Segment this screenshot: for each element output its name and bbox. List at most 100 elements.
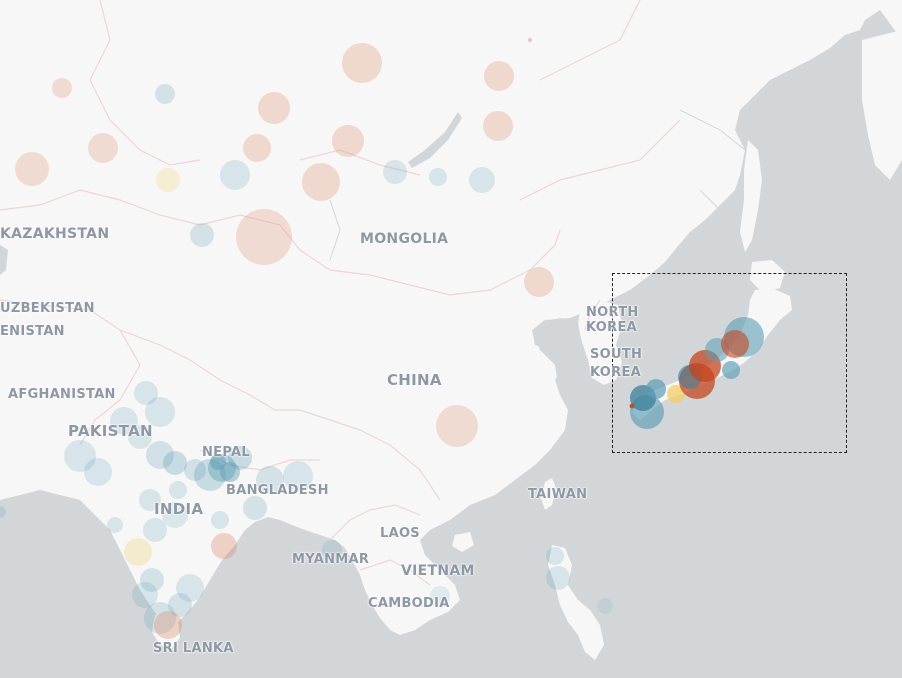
marker: [220, 462, 240, 482]
sakhalin-island: [740, 140, 762, 252]
marker: [64, 440, 96, 472]
marker: [163, 451, 187, 475]
country-label-nepal: NEPAL: [202, 445, 250, 460]
country-label-north-korea-line1: NORTH: [586, 305, 639, 320]
marker: [154, 611, 182, 639]
country-label-cambodia: CAMBODIA: [368, 596, 450, 611]
marker: [236, 209, 292, 265]
marker: [228, 446, 252, 470]
marker: [667, 385, 685, 403]
marker: [342, 43, 382, 83]
rivers: [329, 109, 746, 261]
korean-peninsula: [578, 300, 622, 385]
country-label-afghanistan: AFGHANISTAN: [8, 387, 116, 402]
markers-faded-north: [15, 38, 554, 447]
marker: [168, 593, 192, 617]
marker: [629, 403, 635, 409]
marker: [156, 168, 180, 192]
country-label-south-korea-line1: SOUTH: [590, 347, 643, 362]
country-label-vietnam: VIETNAM: [401, 563, 475, 579]
marker: [110, 407, 138, 435]
marker: [15, 152, 49, 186]
marker: [145, 397, 175, 427]
marker: [332, 125, 364, 157]
marker: [430, 586, 450, 606]
country-label-myanmar: MYANMAR: [292, 552, 370, 567]
country-label-bangladesh: BANGLADESH: [226, 483, 329, 498]
country-borders: [0, 0, 681, 586]
country-label-sri-lanka: SRI LANKA: [153, 641, 234, 656]
marker: [190, 223, 214, 247]
country-label-south-korea-line2: KOREA: [590, 365, 641, 380]
marker: [124, 538, 152, 566]
marker: [0, 506, 6, 518]
marker: [211, 511, 229, 529]
marker: [429, 168, 447, 186]
marker: [132, 582, 158, 608]
marker: [302, 163, 340, 201]
marker: [524, 267, 554, 297]
marker: [144, 602, 176, 634]
marker: [469, 167, 495, 193]
marker: [528, 38, 532, 42]
marker: [484, 61, 514, 91]
marker: [155, 84, 175, 104]
marker: [243, 134, 271, 162]
marker: [169, 481, 187, 499]
marker: [210, 454, 226, 470]
yellow-sea: [535, 318, 586, 395]
marker: [176, 574, 204, 602]
country-label-kazakhstan: KAZAKHSTAN: [0, 226, 110, 242]
marker: [383, 160, 407, 184]
marker: [258, 92, 290, 124]
marker: [243, 496, 267, 520]
country-label-china: CHINA: [387, 371, 442, 389]
marker: [322, 540, 342, 560]
marker: [146, 441, 174, 469]
marker: [597, 598, 613, 614]
marker: [134, 381, 158, 405]
marker: [646, 379, 666, 399]
marker: [546, 566, 570, 590]
country-label-mongolia: MONGOLIA: [360, 231, 449, 247]
selection-rectangle[interactable]: [612, 273, 847, 453]
sri-lanka-island: [152, 612, 180, 648]
asia-landmass: [0, 0, 902, 635]
marker: [436, 405, 478, 447]
markers-faded-south-asia: [0, 381, 613, 639]
marker: [220, 160, 250, 190]
marker: [128, 425, 152, 449]
caspian-sea: [0, 245, 8, 275]
marker: [88, 133, 118, 163]
marker: [211, 533, 237, 559]
marker: [546, 547, 564, 565]
marker: [140, 568, 164, 592]
marker: [483, 111, 513, 141]
country-label-pakistan: PAKISTAN: [68, 422, 153, 440]
marker: [256, 466, 284, 494]
hainan-island: [452, 532, 474, 552]
country-label-uzbekistan: UZBEKISTAN: [0, 301, 95, 316]
philippines-islands: [548, 545, 604, 660]
marker: [84, 458, 112, 486]
marker: [162, 502, 188, 528]
marker: [52, 78, 72, 98]
marker: [143, 518, 167, 542]
hokkaido-island: [750, 260, 785, 292]
marker: [107, 517, 123, 533]
lake-baikal: [408, 112, 462, 168]
kamchatka: [862, 30, 902, 180]
taiwan-island: [541, 478, 556, 510]
marker: [722, 361, 740, 379]
marker: [721, 330, 749, 358]
country-label-laos: LAOS: [380, 526, 420, 541]
marker: [283, 461, 313, 491]
country-label-north-korea-line2: KOREA: [586, 320, 637, 335]
country-label-india: INDIA: [154, 500, 204, 518]
marker: [139, 489, 161, 511]
markers-japan-selected: [629, 317, 764, 429]
country-label-taiwan: TAIWAN: [528, 487, 588, 502]
marker: [184, 459, 206, 481]
